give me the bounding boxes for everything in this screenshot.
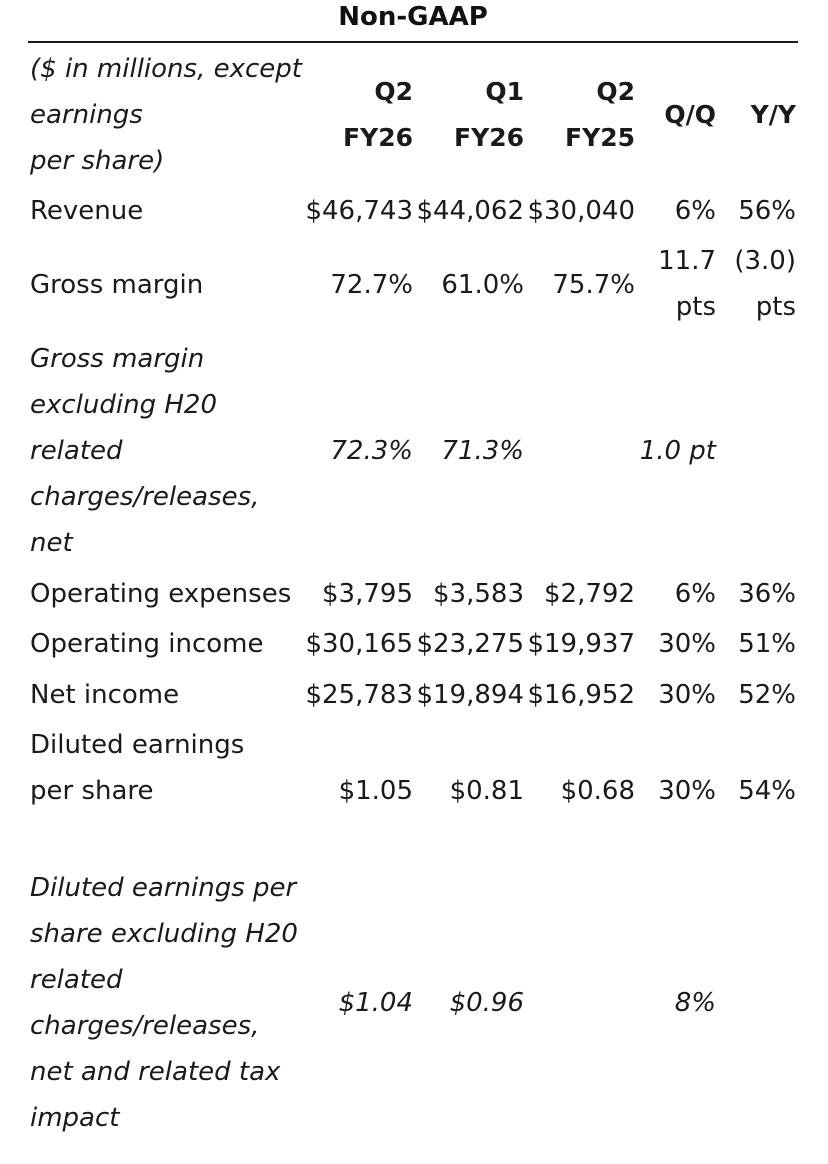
eps-q1fy26: $0.81 [449, 776, 524, 806]
row-label-net-income: Net income [30, 680, 180, 710]
gm-ex-q1fy26: 71.3% [441, 436, 524, 466]
header-q2fy26-line-1: Q2 [374, 77, 413, 106]
header-label-line-2: earnings [30, 100, 143, 130]
revenue-q2fy26: $46,743 [305, 196, 413, 226]
op-income-yy: 51% [738, 629, 796, 659]
row-label-revenue: Revenue [30, 196, 144, 226]
header-label-line-1: ($ in millions, except [30, 54, 302, 84]
gm-ex-q2fy26: 72.3% [330, 436, 413, 466]
row-label-eps-ex-line-2: share excluding H20 [30, 919, 298, 949]
gross-margin-q1fy26: 61.0% [441, 270, 524, 300]
header-q2fy25-line-2: FY25 [565, 123, 635, 152]
row-label-opex: Operating expenses [30, 579, 292, 609]
header-q2fy25-line-1: Q2 [596, 77, 635, 106]
eps-q2fy25: $0.68 [560, 776, 635, 806]
eps-yy: 54% [738, 776, 796, 806]
net-income-qq: 30% [658, 680, 716, 710]
header-q2fy26-line-2: FY26 [343, 123, 413, 152]
gross-margin-qq-line-2: pts [675, 292, 716, 322]
header-yy: Y/Y [750, 100, 796, 129]
row-label-eps-ex-line-5: net and related tax [30, 1057, 281, 1087]
row-label-eps-ex-line-4: charges/releases, [30, 1011, 260, 1041]
header-label-line-3: per share) [30, 146, 165, 176]
row-label-gm-ex-line-2: excluding H20 [30, 390, 217, 420]
table-title: Non-GAAP [338, 2, 488, 32]
row-label-eps-line-2: per share [30, 776, 154, 806]
header-q1fy26-line-1: Q1 [485, 77, 524, 106]
opex-yy: 36% [738, 579, 796, 609]
eps-qq: 30% [658, 776, 716, 806]
opex-qq: 6% [674, 579, 716, 609]
row-label-gm-ex-line-4: charges/releases, [30, 482, 260, 512]
gross-margin-yy-line-1: (3.0) [734, 246, 796, 276]
row-label-eps-ex-line-3: related [30, 965, 123, 995]
opex-q1fy26: $3,583 [433, 579, 524, 609]
op-income-q2fy25: $19,937 [527, 629, 635, 659]
header-q1fy26-line-2: FY26 [454, 123, 524, 152]
eps-ex-qq: 8% [674, 988, 716, 1018]
eps-ex-q2fy26: $1.04 [338, 988, 413, 1018]
revenue-yy: 56% [738, 196, 796, 226]
net-income-yy: 52% [738, 680, 796, 710]
op-income-q2fy26: $30,165 [305, 629, 413, 659]
op-income-qq: 30% [658, 629, 716, 659]
net-income-q2fy26: $25,783 [305, 680, 413, 710]
revenue-q1fy26: $44,062 [416, 196, 524, 226]
gross-margin-q2fy25: 75.7% [552, 270, 635, 300]
eps-ex-q1fy26: $0.96 [449, 988, 524, 1018]
net-income-q1fy26: $19,894 [416, 680, 524, 710]
title-rule [28, 41, 798, 43]
row-label-eps-ex-line-6: impact [30, 1103, 120, 1133]
revenue-qq: 6% [674, 196, 716, 226]
row-label-gm-ex-line-5: net [30, 528, 73, 558]
net-income-q2fy25: $16,952 [527, 680, 635, 710]
row-label-eps-line-1: Diluted earnings [30, 730, 245, 760]
row-label-op-income: Operating income [30, 629, 264, 659]
row-label-eps-ex-line-1: Diluted earnings per [30, 873, 297, 903]
gross-margin-qq-line-1: 11.7 [658, 246, 716, 276]
row-label-gm-ex-line-1: Gross margin [30, 344, 205, 374]
eps-q2fy26: $1.05 [338, 776, 413, 806]
revenue-q2fy25: $30,040 [527, 196, 635, 226]
gross-margin-q2fy26: 72.7% [330, 270, 413, 300]
gross-margin-yy-line-2: pts [755, 292, 796, 322]
opex-q2fy26: $3,795 [322, 579, 413, 609]
op-income-q1fy26: $23,275 [416, 629, 524, 659]
opex-q2fy25: $2,792 [544, 579, 635, 609]
row-label-gm-ex-line-3: related [30, 436, 123, 466]
header-qq: Q/Q [664, 100, 716, 129]
row-label-gross-margin: Gross margin [30, 270, 204, 300]
gm-ex-qq: 1.0 pt [639, 436, 716, 466]
